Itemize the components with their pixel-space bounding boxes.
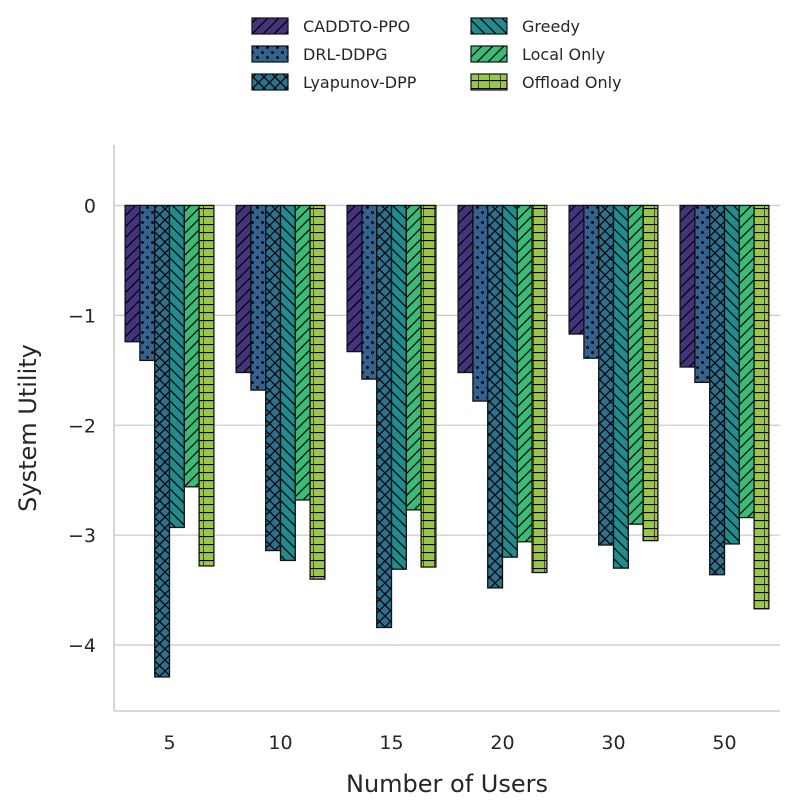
grid-lines: [114, 204, 780, 646]
y-tick-label: 0: [84, 195, 96, 217]
bar-caddto-ppo-15: [346, 204, 363, 353]
bar-local-only-20: [516, 204, 533, 543]
bar-lyapunov-dpp-50: [709, 204, 726, 576]
legend-item: Offload Only: [470, 73, 622, 92]
y-tick-label: −4: [68, 635, 96, 657]
bar-drl-ddpg-10: [250, 204, 267, 391]
axes: [113, 145, 780, 712]
bar-drl-ddpg-50: [694, 204, 711, 384]
bar-caddto-ppo-30: [568, 204, 585, 335]
bar-local-only-50: [738, 204, 755, 519]
bar-offload-only-20: [531, 204, 548, 574]
legend-item: Lyapunov-DPP: [251, 73, 417, 92]
legend-swatch-outline: [470, 17, 508, 35]
bar-caddto-ppo-5: [124, 204, 141, 343]
bar-offload-only-5: [198, 204, 215, 567]
bar-greedy-50: [723, 204, 740, 545]
bar-greedy-20: [501, 204, 518, 558]
legend-label: Offload Only: [522, 73, 622, 92]
bar-lyapunov-dpp-5: [154, 204, 171, 678]
bar-caddto-ppo-10: [235, 204, 252, 374]
y-tick-label: −2: [68, 415, 96, 437]
bar-local-only-30: [627, 204, 644, 525]
y-tick-label: −1: [68, 305, 96, 327]
legend-swatch-outline: [251, 17, 289, 35]
bar-local-only-5: [183, 204, 200, 488]
legend-label: DRL-DDPG: [303, 45, 388, 64]
legend-label: Greedy: [522, 17, 580, 36]
x-tick-label: 20: [490, 732, 514, 754]
bar-greedy-5: [168, 204, 185, 529]
bar-drl-ddpg-30: [583, 204, 600, 359]
bar-lyapunov-dpp-30: [598, 204, 615, 546]
legend-swatch-outline: [470, 73, 508, 91]
bar-lyapunov-dpp-10: [265, 204, 282, 552]
bar-caddto-ppo-20: [457, 204, 474, 374]
x-tick-label: 30: [601, 732, 625, 754]
x-tick-label: 5: [163, 732, 175, 754]
legend-item: Local Only: [470, 45, 605, 64]
x-tick-label: 10: [268, 732, 292, 754]
bar-greedy-10: [279, 204, 296, 562]
legend-item: Greedy: [470, 17, 580, 36]
bars: [124, 204, 770, 678]
bar-lyapunov-dpp-15: [376, 204, 393, 629]
legend-swatch-outline: [251, 45, 289, 63]
legend-label: Lyapunov-DPP: [303, 73, 417, 92]
x-tick-label: 50: [712, 732, 736, 754]
bar-caddto-ppo-50: [679, 204, 696, 368]
bar-lyapunov-dpp-20: [487, 204, 504, 589]
legend-swatch-outline: [251, 73, 289, 91]
bar-greedy-30: [612, 204, 629, 569]
legend-label: Local Only: [522, 45, 605, 64]
bar-local-only-10: [294, 204, 311, 501]
x-tick-label: 15: [379, 732, 403, 754]
x-axis-title: Number of Users: [346, 770, 548, 798]
bar-drl-ddpg-15: [361, 204, 378, 380]
legend-swatch-outline: [470, 45, 508, 63]
bar-drl-ddpg-5: [139, 204, 156, 362]
bar-offload-only-10: [309, 204, 326, 580]
legend-item: DRL-DDPG: [251, 45, 388, 64]
y-tick-label: −3: [68, 525, 96, 547]
bar-offload-only-30: [642, 204, 659, 542]
bar-drl-ddpg-20: [472, 204, 489, 402]
legend-item: CADDTO-PPO: [251, 17, 410, 36]
bar-greedy-15: [390, 204, 407, 570]
tick-labels: 0 −1 −2 −3 −4 5 10 15 20 30 50: [68, 195, 737, 754]
bar-offload-only-50: [753, 204, 770, 610]
bar-local-only-15: [405, 204, 422, 511]
bar-offload-only-15: [420, 204, 437, 568]
legend: CADDTO-PPO DRL-DDPG Lyapunov-DPP Greedy Loca…: [251, 17, 622, 92]
y-axis-title: System Utility: [14, 344, 42, 512]
legend-label: CADDTO-PPO: [303, 17, 410, 36]
